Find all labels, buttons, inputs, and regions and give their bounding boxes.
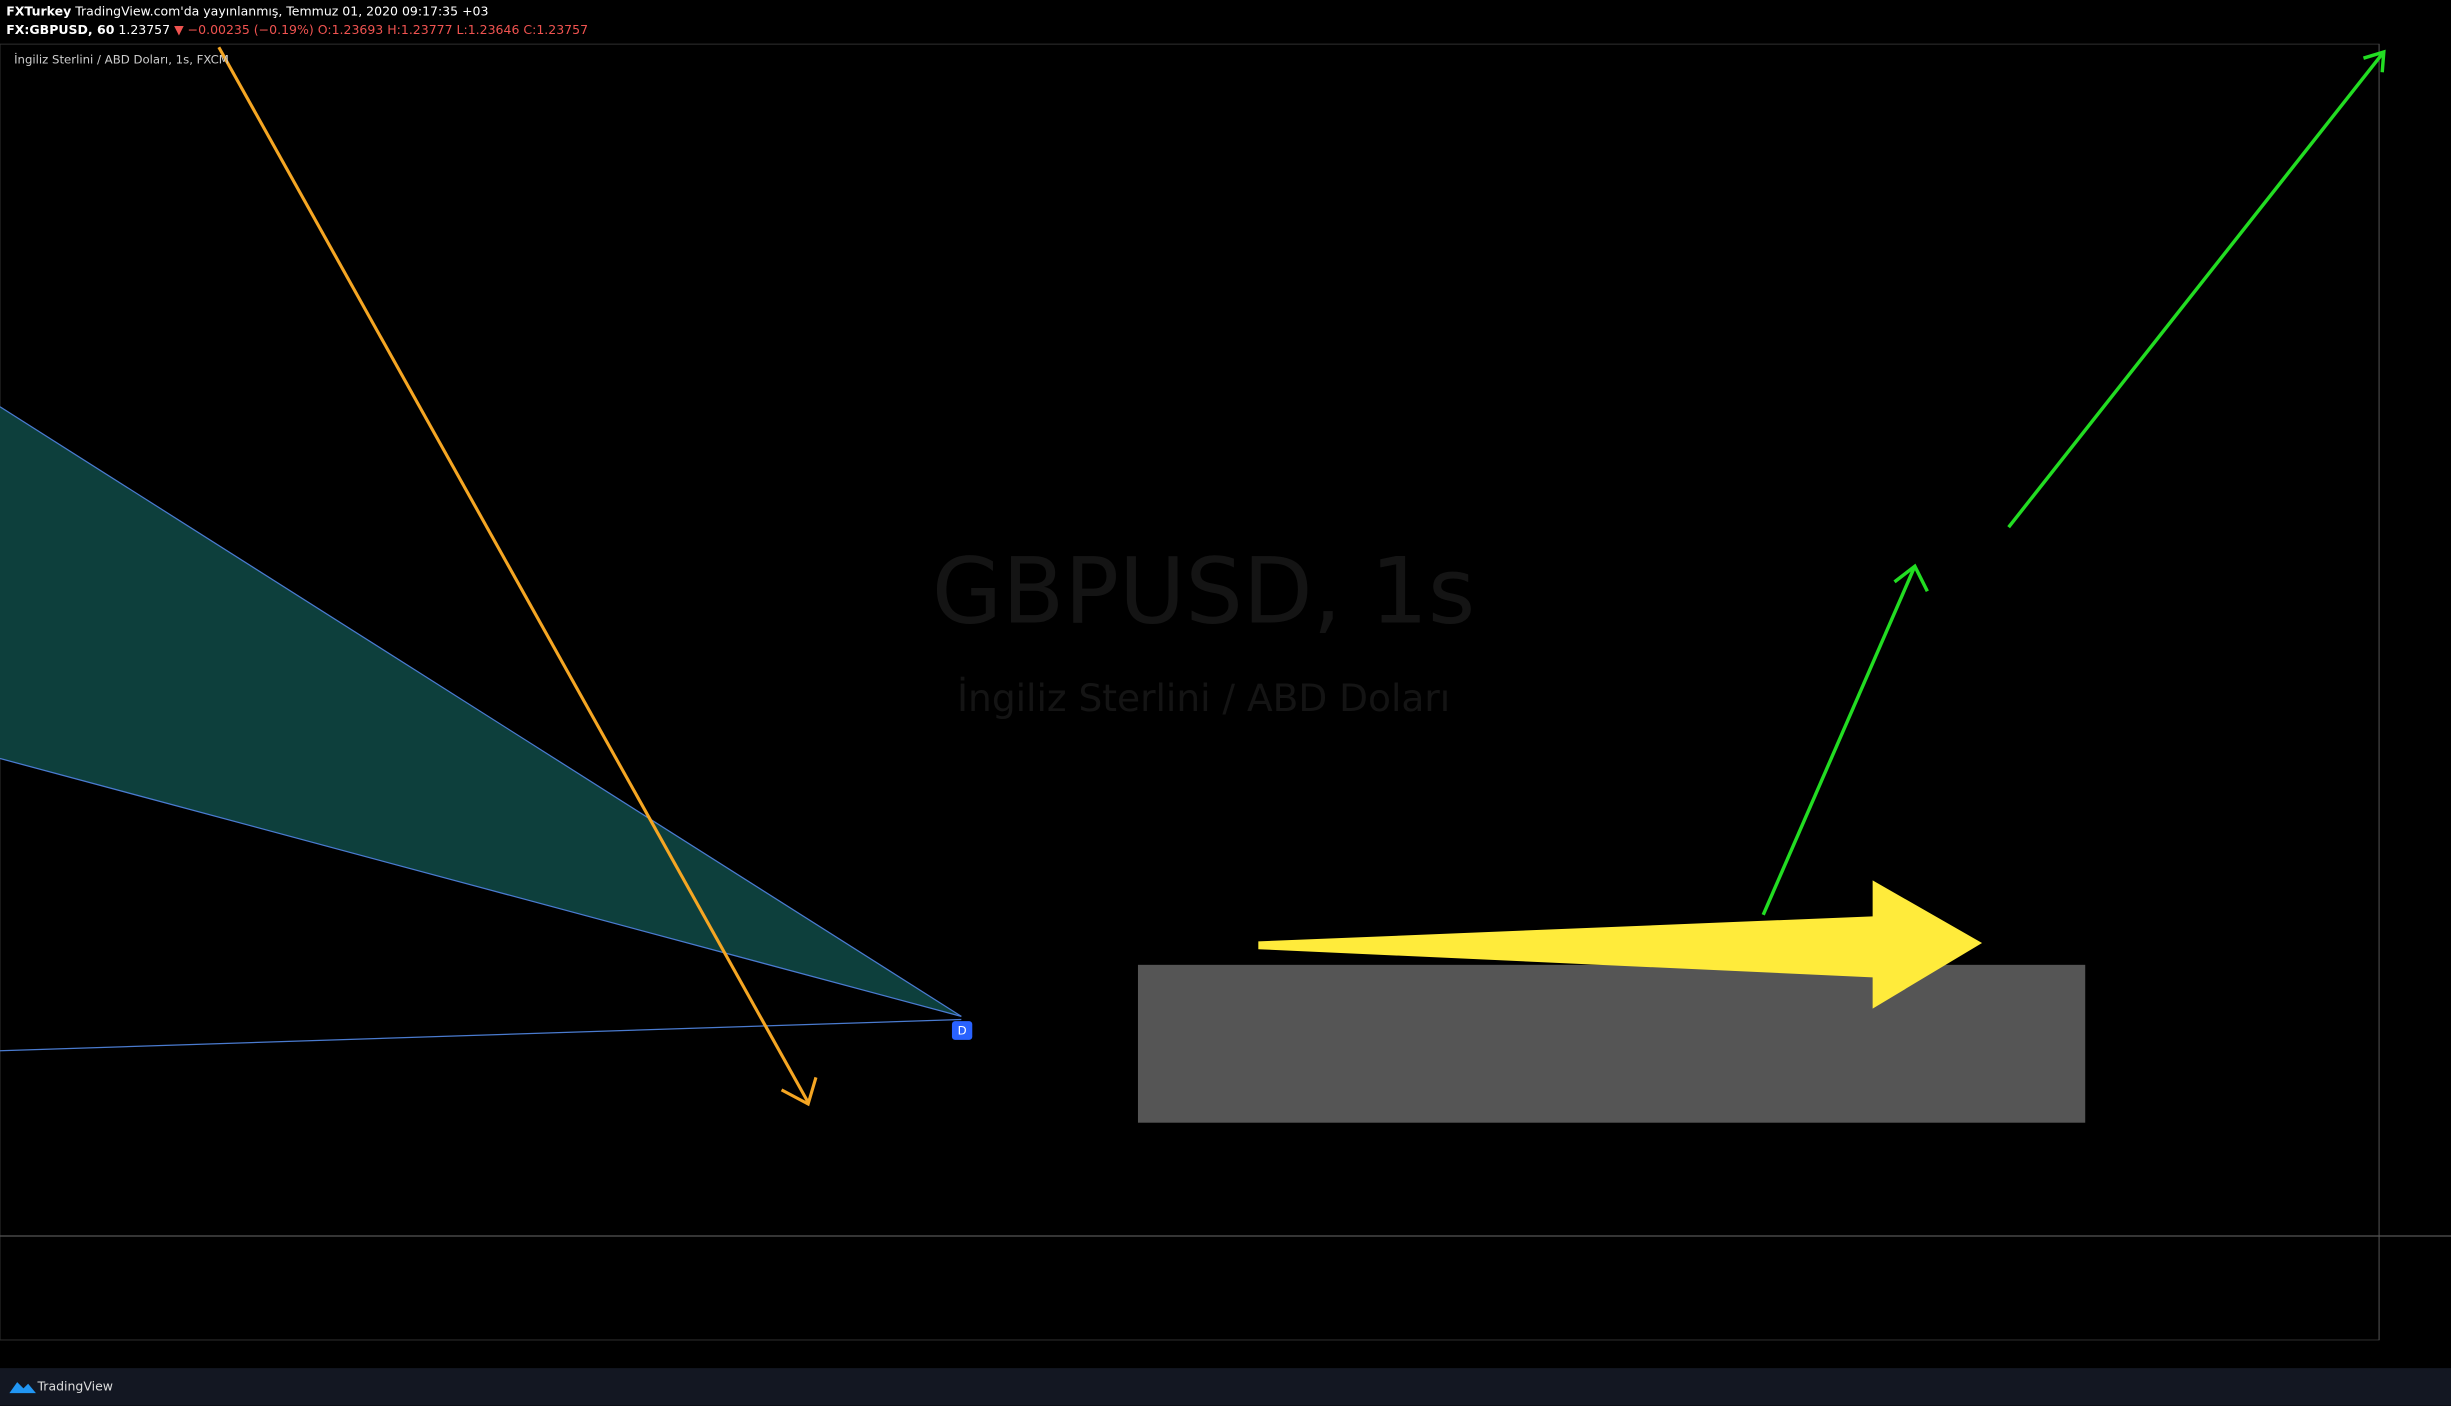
arrows: D [217,46,2386,1107]
green-arrow [1761,565,1917,916]
orange-arrow [217,46,810,1104]
trend-line [0,757,962,1018]
trend-line [0,406,962,1017]
watermark: GBPUSD, 1s [932,539,1475,644]
marker [951,1021,973,1040]
logo [9,1382,36,1394]
ohlc: O:1.23693 [318,22,384,37]
drawings [0,406,2086,1123]
trend-line [0,1018,962,1052]
arrow-head [2362,49,2386,73]
watermark-subtitle: İngiliz Sterlini / ABD Doları [957,676,1450,720]
brand: TradingView [37,1378,114,1393]
zone [1137,964,2086,1123]
author: FXTurkey [6,3,71,18]
green-arrow [2007,50,2386,529]
last: 1.23757 [118,22,170,37]
ohlc: C:1.23757 [523,22,588,37]
header-line: FXTurkey TradingView.com'da yayınlanmış,… [6,3,488,18]
arrow-head [780,1076,818,1107]
ohlc: L:1.23646 [457,22,520,37]
legend-title: İngiliz Sterlini / ABD Doları, 1s, FXCM [14,51,229,66]
symbol: FX:GBPUSD, 60 [6,22,114,37]
yellow-arrow [1258,880,1983,1009]
arrow-head [1893,563,1929,593]
toolbar [0,1368,2451,1406]
ohlc: H:1.23777 [387,22,452,37]
symbol-line: FX:GBPUSD, 60 1.23757 ▼ −0.00235 (−0.19%… [6,22,588,37]
marker-label: D [958,1024,967,1038]
published: TradingView.com'da yayınlanmış, Temmuz 0… [74,3,488,18]
change: ▼ −0.00235 (−0.19%) [174,22,314,37]
